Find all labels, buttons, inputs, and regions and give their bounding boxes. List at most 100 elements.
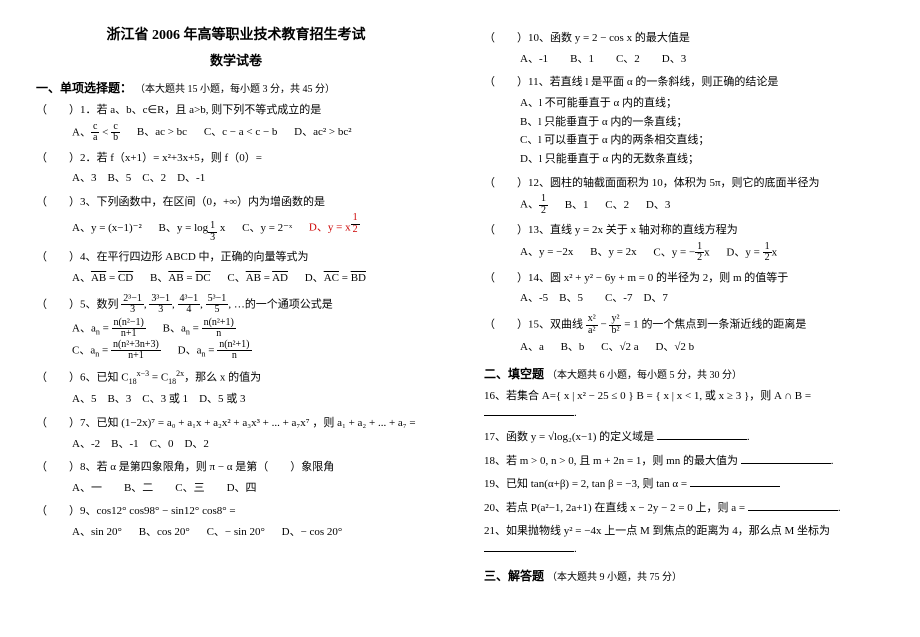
q13-opt-c: C、y = −12x	[653, 242, 709, 264]
q6-options: A、5 B、3 C、3 或 1 D、5 或 3	[72, 390, 436, 409]
section-1-note: （本大题共 15 小题，每小题 3 分，共 45 分）	[135, 84, 335, 95]
q11-opt-b: B、l 只能垂直于 α 内的一条直线；	[520, 113, 884, 132]
q12-opt-b: B、1	[565, 196, 589, 215]
question-11: （ ）11、若直线 l 是平面 α 的一条斜线，则正确的结论是 A、l 不可能垂…	[484, 74, 884, 168]
question-3: （ ）3、下列函数中，在区间（0，+∞）内为增函数的是 A、y = (x−1)⁻…	[36, 194, 436, 243]
q8-options: A、一 B、二 C、三 D、四	[72, 479, 436, 498]
question-6: （ ）6、已知 C18x−3 = C182x，那么 x 的值为 A、5 B、3 …	[36, 368, 436, 409]
question-12: （ ）12、圆柱的轴截面面积为 10，体积为 5π，则它的底面半径为 A、12 …	[484, 175, 884, 217]
q9-options: A、sin 20° B、cos 20° C、− sin 20° D、− cos …	[72, 523, 436, 542]
q11-opt-a: A、l 不可能垂直于 α 内的直线；	[520, 94, 884, 113]
q5-opt-d: D、an = n(n²+1)n	[178, 340, 252, 362]
q1-opt-b: B、ac > bc	[137, 123, 187, 142]
right-column: （ ）10、函数 y = 2 − cos x 的最大值是 A、-1 B、1 C、…	[484, 24, 884, 588]
q4-opt-d: D、AC = BD	[305, 269, 366, 288]
question-16: 16、若集合 A={ x | x² − 25 ≤ 0 } B = { x | x…	[484, 388, 884, 423]
blank-19	[690, 476, 780, 487]
q12-stem: （ ）12、圆柱的轴截面面积为 10，体积为 5π，则它的底面半径为	[484, 175, 884, 193]
q1-opt-a: A、ca < cb	[72, 122, 120, 144]
exam-title: 浙江省 2006 年高等职业技术教育招生考试	[36, 24, 436, 44]
q16-stem: 16、若集合 A={ x | x² − 25 ≤ 0 } B = { x | x…	[484, 390, 811, 402]
section-3-heading: 三、解答题 （本大题共 9 小题，共 75 分）	[484, 567, 884, 584]
q5-opt-b: B、an = n(n²+1)n	[163, 318, 236, 340]
q12-opt-a: A、12	[520, 194, 548, 216]
question-5: （ ）5、数列 2³−13, 3³−13, 4³−14, 5³−15, …的一个…	[36, 294, 436, 362]
q13-opt-a: A、y = −2x	[520, 243, 573, 262]
question-9: （ ）9、cos12° cos98° − sin12° cos8° = A、si…	[36, 503, 436, 541]
blank-21	[484, 541, 574, 552]
q3-opt-b: B、y = log13 x	[159, 219, 226, 243]
q13-options: A、y = −2x B、y = 2x C、y = −12x D、y = 12x	[520, 242, 884, 264]
q1-options: A、ca < cb B、ac > bc C、c − a < c − b D、ac…	[72, 122, 436, 144]
q15-options: A、a B、b C、√2 a D、√2 b	[520, 338, 884, 357]
question-21: 21、如果抛物线 y² = −4x 上一点 M 到焦点的距离为 4，那么点 M …	[484, 523, 884, 558]
q4-options: A、AB = CD B、AB = DC C、AB = AD D、AC = BD	[72, 269, 436, 288]
q20-stem: 20、若点 P(a²−1, 2a+1) 在直线 x − 2y − 2 = 0 上…	[484, 502, 745, 514]
blank-17	[657, 429, 747, 440]
question-20: 20、若点 P(a²−1, 2a+1) 在直线 x − 2y − 2 = 0 上…	[484, 500, 884, 518]
q9-opt-c: C、− sin 20°	[207, 523, 265, 542]
section-1-label: 一、单项选择题：	[36, 81, 132, 95]
q4-opt-b: B、AB = DC	[150, 269, 211, 288]
question-4: （ ）4、在平行四边形 ABCD 中，正确的向量等式为 A、AB = CD B、…	[36, 249, 436, 287]
q11-options: A、l 不可能垂直于 α 内的直线； B、l 只能垂直于 α 内的一条直线； C…	[520, 94, 884, 169]
q4-opt-a: A、AB = CD	[72, 269, 133, 288]
q12-options: A、12 B、1 C、2 D、3	[520, 194, 884, 216]
q3-opt-a: A、y = (x−1)⁻²	[72, 219, 142, 238]
q11-opt-c: C、l 可以垂直于 α 内的两条相交直线；	[520, 131, 884, 150]
q9-opt-a: A、sin 20°	[72, 523, 122, 542]
q17-stem: 17、函数 y = √log₂(x−1) 的定义域是	[484, 431, 654, 443]
page-root: 浙江省 2006 年高等职业技术教育招生考试 数学试卷 一、单项选择题： （本大…	[36, 24, 884, 588]
q4-stem: （ ）4、在平行四边形 ABCD 中，正确的向量等式为	[36, 249, 436, 267]
q5-opt-a: A、an = n(n²−1)n+1	[72, 318, 146, 340]
question-8: （ ）8、若 α 是第四象限角，则 π − α 是第（ ）象限角 A、一 B、二…	[36, 459, 436, 497]
q10-options: A、-1 B、1 C、2 D、3	[520, 50, 884, 69]
q3-options: A、y = (x−1)⁻² B、y = log13 x C、y = 2⁻ˣ D、…	[72, 213, 436, 243]
q8-stem: （ ）8、若 α 是第四象限角，则 π − α 是第（ ）象限角	[36, 459, 436, 477]
q15-opt-a: A、a	[520, 338, 544, 357]
question-14: （ ）14、圆 x² + y² − 6y + m = 0 的半径为 2，则 m …	[484, 270, 884, 308]
q1-opt-c: C、c − a < c − b	[204, 123, 278, 142]
q7-stem: （ ）7、已知 (1−2x)⁷ = a₀ + a₁x + a₂x² + a₃x³…	[36, 415, 436, 433]
q12-opt-c: C、2	[605, 196, 629, 215]
blank-16	[484, 405, 574, 416]
question-19: 19、已知 tan(α+β) = 2, tan β = −3, 则 tan α …	[484, 476, 884, 494]
q5-opt-c: C、an = n(n²+3n+3)n+1	[72, 340, 161, 362]
q13-stem: （ ）13、直线 y = 2x 关于 x 轴对称的直线方程为	[484, 222, 884, 240]
q3-stem: （ ）3、下列函数中，在区间（0，+∞）内为增函数的是	[36, 194, 436, 212]
question-1: （ ）1．若 a、b、c∈R，且 a>b, 则下列不等式成立的是 A、ca < …	[36, 102, 436, 144]
section-2-label: 二、填空题	[484, 367, 544, 381]
q7-options: A、-2 B、-1 C、0 D、2	[72, 435, 436, 454]
q15-opt-b: B、b	[561, 338, 585, 357]
q3-opt-d: D、y = x12	[309, 213, 360, 237]
section-2-note: （本大题共 6 小题，每小题 5 分，共 30 分）	[547, 370, 742, 381]
q15-opt-c: C、√2 a	[601, 338, 639, 357]
section-1-heading: 一、单项选择题： （本大题共 15 小题，每小题 3 分，共 45 分）	[36, 79, 436, 96]
q14-options: A、-5 B、5 C、-7 D、7	[520, 289, 884, 308]
question-18: 18、若 m > 0, n > 0, 且 m + 2n = 1，则 mn 的最大…	[484, 453, 884, 471]
q4-opt-c: C、AB = AD	[227, 269, 288, 288]
blank-18	[741, 453, 831, 464]
q21-stem: 21、如果抛物线 y² = −4x 上一点 M 到焦点的距离为 4，那么点 M …	[484, 525, 830, 537]
q2-options: A、3 B、5 C、2 D、-1	[72, 169, 436, 188]
q6-stem: （ ）6、已知 C18x−3 = C182x，那么 x 的值为	[36, 368, 436, 389]
q11-opt-d: D、l 只能垂直于 α 内的无数条直线；	[520, 150, 884, 169]
q18-stem: 18、若 m > 0, n > 0, 且 m + 2n = 1，则 mn 的最大…	[484, 455, 738, 467]
q13-opt-d: D、y = 12x	[726, 242, 777, 264]
q14-stem: （ ）14、圆 x² + y² − 6y + m = 0 的半径为 2，则 m …	[484, 270, 884, 288]
q5-options: A、an = n(n²−1)n+1 B、an = n(n²+1)n C、an =…	[72, 318, 436, 362]
q19-stem: 19、已知 tan(α+β) = 2, tan β = −3, 则 tan α …	[484, 478, 687, 490]
q1-opt-d: D、ac² > bc²	[294, 123, 351, 142]
q5-stem: （ ）5、数列 2³−13, 3³−13, 4³−14, 5³−15, …的一个…	[36, 294, 436, 316]
question-7: （ ）7、已知 (1−2x)⁷ = a₀ + a₁x + a₂x² + a₃x³…	[36, 415, 436, 453]
q3-opt-c: C、y = 2⁻ˣ	[242, 219, 292, 238]
question-2: （ ）2．若 f（x+1）= x²+3x+5，则 f（0）= A、3 B、5 C…	[36, 150, 436, 188]
left-column: 浙江省 2006 年高等职业技术教育招生考试 数学试卷 一、单项选择题： （本大…	[36, 24, 436, 588]
q9-opt-d: D、− cos 20°	[282, 523, 343, 542]
section-3-label: 三、解答题	[484, 569, 544, 583]
q15-stem: （ ）15、双曲线 x²a² − y²b² = 1 的一个焦点到一条渐近线的距离…	[484, 314, 884, 336]
question-13: （ ）13、直线 y = 2x 关于 x 轴对称的直线方程为 A、y = −2x…	[484, 222, 884, 264]
q10-stem: （ ）10、函数 y = 2 − cos x 的最大值是	[484, 30, 884, 48]
q13-opt-b: B、y = 2x	[590, 243, 637, 262]
q9-stem: （ ）9、cos12° cos98° − sin12° cos8° =	[36, 503, 436, 521]
